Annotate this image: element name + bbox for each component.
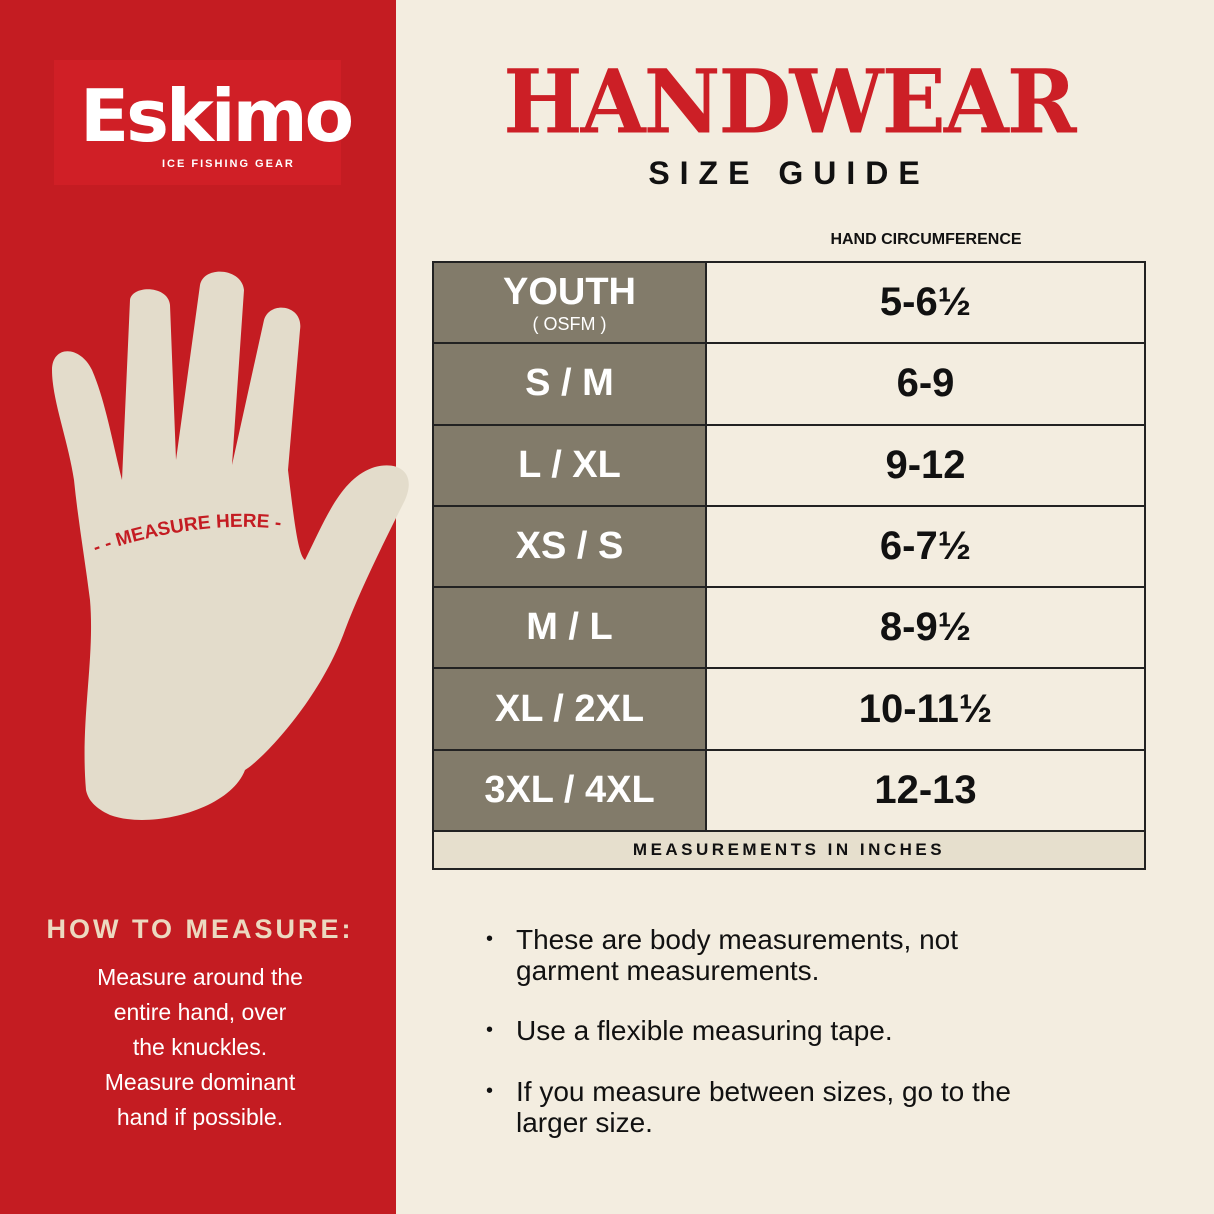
hand-icon	[52, 271, 409, 820]
size-table: YOUTH( OSFM ) 5-6½ S / M 6-9 L / XL 9-12…	[432, 261, 1146, 871]
logo-wordmark: Eskimo	[80, 74, 354, 158]
page-subtitle: SIZE GUIDE	[648, 155, 930, 191]
how-to-line: entire hand, over	[113, 999, 287, 1025]
hand-illustration: - - MEASURE HERE - - -	[40, 260, 409, 820]
size-cell: YOUTH( OSFM )	[434, 263, 707, 343]
bullet-icon: •	[486, 928, 494, 950]
how-to-line: Measure dominant	[104, 1069, 296, 1095]
size-cell: 3XL / 4XL	[434, 750, 707, 831]
note-text: These are body measurements, not garment…	[516, 924, 959, 986]
size-cell: XL / 2XL	[434, 669, 707, 749]
measurement-cell: 12-13	[874, 767, 977, 812]
size-label: YOUTH	[503, 270, 636, 313]
table-row: L / XL 9-12	[434, 425, 1144, 507]
note-text: If you measure between sizes, go to the …	[516, 1076, 1011, 1138]
table-row: XL / 2XL 10-11½	[434, 669, 1144, 751]
size-cell: M / L	[434, 588, 707, 668]
size-cell: L / XL	[434, 425, 707, 505]
table-row: M / L 8-9½	[434, 588, 1144, 670]
note-item: • If you measure between sizes, go to the…	[486, 1076, 1046, 1138]
size-cell: XS / S	[434, 506, 707, 587]
table-row: S / M 6-9	[434, 344, 1144, 426]
bullet-icon: •	[486, 1080, 494, 1102]
note-item: • Use a flexible measuring tape.	[486, 1015, 1046, 1046]
how-to-measure-title: HOW TO MEASURE:	[46, 914, 354, 944]
measurement-cell: 9-12	[885, 442, 966, 487]
left-panel: Eskimo ICE FISHING GEAR - - MEASURE HERE…	[0, 0, 409, 1214]
measurement-cell: 10-11½	[858, 686, 993, 731]
how-to-line: hand if possible.	[116, 1104, 284, 1130]
measurement-cell: 8-9½	[879, 605, 972, 650]
logo-tagline: ICE FISHING GEAR	[162, 158, 295, 170]
table-row: YOUTH( OSFM ) 5-6½	[434, 263, 1144, 345]
note-text: Use a flexible measuring tape.	[516, 1015, 893, 1046]
how-to-line: Measure around the	[97, 964, 303, 990]
measurement-cell: 5-6½	[879, 280, 972, 325]
measurement-cell: 6-9	[896, 361, 955, 406]
page-title: HANDWEAR	[503, 49, 1077, 154]
size-cell: S / M	[434, 344, 707, 424]
note-item: • These are body measurements, not garmen…	[486, 924, 1046, 986]
measurement-cell: 6-7½	[879, 524, 972, 569]
table-row: 3XL / 4XL 12-13	[434, 750, 1144, 833]
size-note: ( OSFM )	[532, 313, 607, 334]
eskimo-logo: Eskimo ICE FISHING GEAR	[54, 60, 354, 185]
how-to-line: the knuckles.	[132, 1034, 268, 1060]
column-header: HAND CIRCUMFERENCE	[830, 231, 1022, 248]
table-row: XS / S 6-7½	[434, 506, 1144, 589]
table-footer: MEASUREMENTS IN INCHES	[434, 832, 1144, 869]
bullet-icon: •	[486, 1019, 494, 1041]
